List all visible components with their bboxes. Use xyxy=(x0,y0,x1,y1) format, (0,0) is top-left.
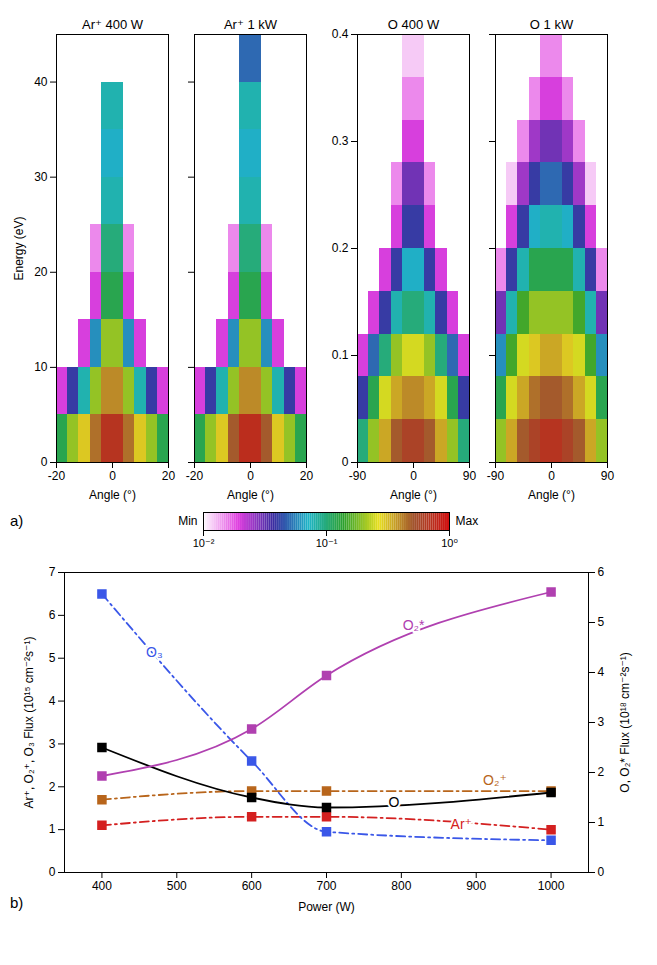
svg-text:20: 20 xyxy=(300,469,314,483)
svg-text:4: 4 xyxy=(49,694,56,708)
svg-text:-90: -90 xyxy=(487,469,505,483)
svg-text:20: 20 xyxy=(162,469,176,483)
svg-text:0: 0 xyxy=(41,455,48,469)
svg-text:10⁻¹: 10⁻¹ xyxy=(316,537,338,549)
svg-text:0: 0 xyxy=(49,865,56,879)
svg-text:O 400 W: O 400 W xyxy=(388,17,440,32)
svg-text:Angle (°): Angle (°) xyxy=(528,488,575,502)
svg-text:-90: -90 xyxy=(349,469,367,483)
svg-text:Energy (eV): Energy (eV) xyxy=(12,216,26,280)
html-text:a): a) xyxy=(10,512,24,529)
svg-text:O₂⁺: O₂⁺ xyxy=(483,772,507,788)
svg-text:2: 2 xyxy=(49,780,56,794)
svg-text:700: 700 xyxy=(316,879,336,893)
svg-text:Power (W): Power (W) xyxy=(298,900,355,914)
svg-text:O 1 kW: O 1 kW xyxy=(530,17,574,32)
svg-text:1: 1 xyxy=(598,815,605,829)
svg-text:7: 7 xyxy=(49,565,56,579)
svg-text:0.4: 0.4 xyxy=(332,27,349,41)
svg-text:0: 0 xyxy=(548,469,555,483)
svg-text:600: 600 xyxy=(242,879,262,893)
svg-text:20: 20 xyxy=(34,265,48,279)
svg-text:Ar⁺ 1 kW: Ar⁺ 1 kW xyxy=(224,17,278,32)
svg-text:-20: -20 xyxy=(186,469,204,483)
svg-text:0.2: 0.2 xyxy=(332,241,349,255)
svg-text:40: 40 xyxy=(34,75,48,89)
svg-text:500: 500 xyxy=(167,879,187,893)
svg-text:10: 10 xyxy=(34,360,48,374)
svg-text:800: 800 xyxy=(391,879,411,893)
html-text:b): b) xyxy=(10,894,24,911)
svg-text:5: 5 xyxy=(598,615,605,629)
svg-text:Angle (°): Angle (°) xyxy=(227,488,274,502)
svg-text:O₂*: O₂* xyxy=(403,617,425,633)
svg-text:0: 0 xyxy=(342,455,349,469)
svg-text:0: 0 xyxy=(109,469,116,483)
svg-text:3: 3 xyxy=(49,737,56,751)
svg-text:O: O xyxy=(388,794,399,810)
svg-text:0: 0 xyxy=(598,865,605,879)
svg-text:Ar⁺ 400 W: Ar⁺ 400 W xyxy=(82,17,144,32)
svg-text:90: 90 xyxy=(601,469,615,483)
svg-text:6: 6 xyxy=(49,608,56,622)
svg-text:30: 30 xyxy=(34,170,48,184)
svg-text:90: 90 xyxy=(463,469,477,483)
svg-text:0: 0 xyxy=(410,469,417,483)
svg-text:6: 6 xyxy=(598,565,605,579)
svg-text:Angle (°): Angle (°) xyxy=(390,488,437,502)
svg-text:5: 5 xyxy=(49,651,56,665)
svg-text:0: 0 xyxy=(247,469,254,483)
svg-text:1000: 1000 xyxy=(538,879,565,893)
svg-text:1: 1 xyxy=(49,822,56,836)
svg-text:0.1: 0.1 xyxy=(332,348,349,362)
svg-text:10⁰: 10⁰ xyxy=(441,537,458,549)
svg-text:900: 900 xyxy=(466,879,486,893)
svg-text:0.3: 0.3 xyxy=(332,134,349,148)
svg-text:Angle (°): Angle (°) xyxy=(89,488,136,502)
svg-text:O₃: O₃ xyxy=(146,644,163,660)
svg-text:4: 4 xyxy=(598,665,605,679)
svg-text:O, O₂* Flux (10¹⁸ cm⁻²s⁻¹): O, O₂* Flux (10¹⁸ cm⁻²s⁻¹) xyxy=(618,652,632,792)
svg-text:Ar⁺: Ar⁺ xyxy=(451,816,472,832)
svg-text:Max: Max xyxy=(456,514,479,528)
svg-text:10⁻²: 10⁻² xyxy=(193,537,215,549)
svg-text:Ar⁺, O₂⁺, O₃ Flux (10¹⁵ cm⁻²s⁻: Ar⁺, O₂⁺, O₃ Flux (10¹⁵ cm⁻²s⁻¹) xyxy=(22,637,36,809)
svg-text:-20: -20 xyxy=(48,469,66,483)
svg-text:3: 3 xyxy=(598,715,605,729)
svg-text:Min: Min xyxy=(178,514,197,528)
svg-text:400: 400 xyxy=(92,879,112,893)
svg-text:2: 2 xyxy=(598,765,605,779)
